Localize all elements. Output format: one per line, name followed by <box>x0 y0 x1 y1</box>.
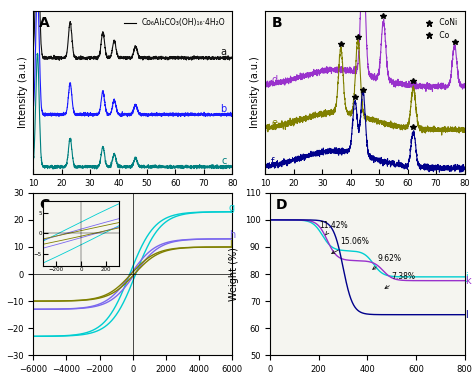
Text: g: g <box>229 203 235 213</box>
Text: k: k <box>465 276 471 286</box>
Legend:  CoNi,  Co: CoNi, Co <box>424 15 461 43</box>
Text: 11.42%: 11.42% <box>319 221 347 235</box>
Y-axis label: Intensity (a.u.): Intensity (a.u.) <box>18 57 27 129</box>
Text: h: h <box>229 230 235 240</box>
Text: 9.62%: 9.62% <box>373 254 401 269</box>
Y-axis label: Weight (%): Weight (%) <box>229 247 239 301</box>
Legend: Co₆Al₂CO₃(OH)₁₆·4H₂O: Co₆Al₂CO₃(OH)₁₆·4H₂O <box>121 15 228 30</box>
Text: 15.06%: 15.06% <box>332 237 370 254</box>
Text: d: d <box>271 75 277 85</box>
Text: l: l <box>465 310 468 320</box>
Text: C: C <box>39 198 49 212</box>
Text: c: c <box>221 156 227 166</box>
Text: B: B <box>272 16 282 30</box>
Text: a: a <box>220 47 227 57</box>
X-axis label: 2theta (degree): 2theta (degree) <box>94 193 171 203</box>
Text: f: f <box>271 156 274 167</box>
Text: j: j <box>465 272 468 282</box>
Text: b: b <box>220 104 227 114</box>
Text: e: e <box>271 118 277 128</box>
Text: i: i <box>229 238 232 248</box>
Text: A: A <box>39 16 50 30</box>
Text: D: D <box>276 198 288 212</box>
X-axis label: 2theta (degree): 2theta (degree) <box>327 193 403 203</box>
Text: 7.38%: 7.38% <box>385 273 416 288</box>
Y-axis label: Intensity (a.u.): Intensity (a.u.) <box>250 57 260 129</box>
